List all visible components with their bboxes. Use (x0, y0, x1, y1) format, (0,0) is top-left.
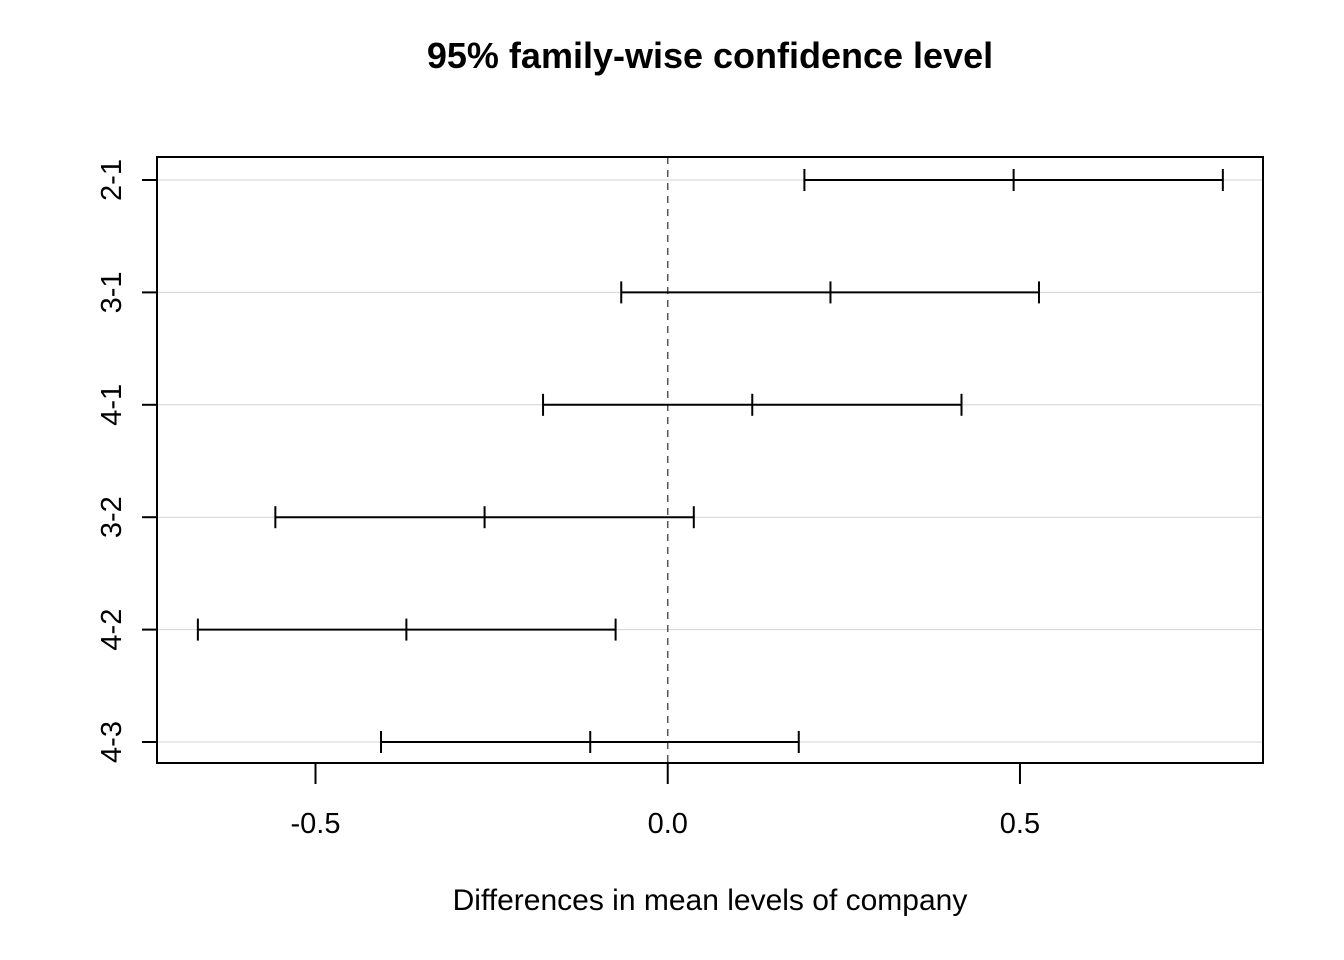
y-tick-label-4-3: 4-3 (96, 721, 128, 763)
x-axis-label: Differences in mean levels of company (453, 884, 968, 917)
interval-4-2 (196, 618, 617, 641)
plot-frame (156, 156, 1264, 764)
y-tick-label-3-2: 3-2 (96, 496, 128, 538)
grid-layer (157, 179, 1263, 743)
interval-3-2 (274, 506, 695, 529)
y-tick-label-4-2: 4-2 (96, 609, 128, 651)
y-tick-label-2-1: 2-1 (96, 159, 128, 201)
y-tick-label-3-1: 3-1 (96, 271, 128, 313)
interval-3-1 (620, 281, 1040, 304)
interval-4-1 (542, 393, 963, 416)
x-tick-label-1: 0.0 (648, 808, 688, 840)
interval-2-1 (803, 169, 1224, 191)
x-tick-label-0: -0.5 (291, 808, 341, 840)
x-axis: -0.5 0.0 0.5 (291, 763, 1040, 840)
x-tick-label-2: 0.5 (1000, 808, 1040, 840)
interval-layer (196, 169, 1224, 753)
interval-4-3 (380, 731, 800, 753)
chart-title: 95% family-wise confidence level (427, 35, 993, 76)
y-axis: 2-1 3-1 4-1 3-2 4-2 4-3 (96, 159, 157, 763)
y-tick-label-4-1: 4-1 (96, 384, 128, 426)
